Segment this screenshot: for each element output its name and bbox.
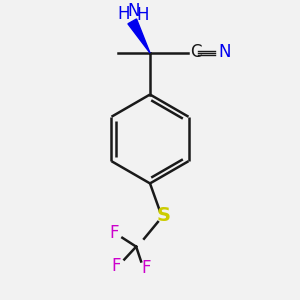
Text: H: H [117, 5, 130, 23]
Text: C: C [190, 43, 202, 61]
Text: S: S [157, 206, 171, 224]
Text: F: F [112, 257, 121, 275]
Text: N: N [218, 43, 231, 61]
Text: F: F [110, 224, 119, 242]
Text: H: H [137, 7, 149, 25]
Polygon shape [128, 19, 150, 53]
Text: F: F [141, 260, 151, 278]
Text: N: N [127, 2, 140, 20]
